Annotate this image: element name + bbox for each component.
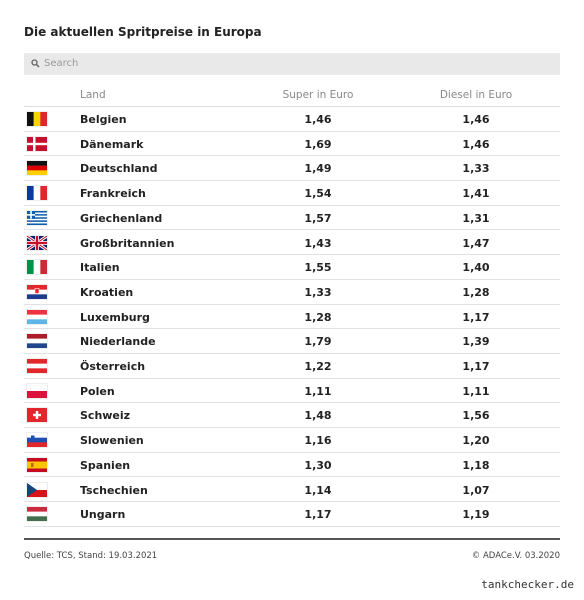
flag-icon xyxy=(26,259,48,276)
flag-icon xyxy=(26,111,48,127)
flag-icon xyxy=(26,209,48,226)
table-row: Belgien 1,46 1,46 xyxy=(24,107,560,132)
source: Quelle: TCS, Stand: 19.03.2021 xyxy=(24,551,158,561)
country-name: Großbritannien xyxy=(80,236,175,250)
flag-icon xyxy=(26,382,48,399)
diesel-price: 1,41 xyxy=(462,187,490,201)
super-price: 1,16 xyxy=(304,434,332,448)
flag-icon xyxy=(26,185,48,202)
super-price: 1,14 xyxy=(304,483,332,497)
flag-icon xyxy=(26,506,48,523)
super-price: 1,55 xyxy=(304,261,332,275)
diesel-price: 1,56 xyxy=(462,409,490,423)
super-price: 1,79 xyxy=(304,335,332,349)
copyright: © ADACe.V. 03.2020 xyxy=(471,551,560,561)
flag-icon xyxy=(26,333,48,350)
flag-icon xyxy=(26,283,48,300)
table-row: Ungarn 1,17 1,19 xyxy=(24,502,560,527)
super-price: 1,69 xyxy=(304,137,332,151)
diesel-price: 1,46 xyxy=(462,137,490,151)
table-row: Slowenien 1,16 1,20 xyxy=(24,428,560,453)
country-name: Spanien xyxy=(80,458,131,472)
country-name: Dänemark xyxy=(80,137,144,151)
country-name: Deutschland xyxy=(80,162,158,176)
search-icon xyxy=(31,59,40,68)
super-price: 1,48 xyxy=(304,409,332,423)
diesel-price: 1,07 xyxy=(462,483,490,497)
super-price: 1,30 xyxy=(304,458,332,472)
country-name: Luxemburg xyxy=(80,310,150,324)
country-name: Kroatien xyxy=(80,285,134,299)
country-name: Niederlande xyxy=(80,335,156,349)
diesel-price: 1,31 xyxy=(462,211,490,225)
search-box[interactable]: Search xyxy=(24,53,560,75)
flag-icon xyxy=(26,407,48,424)
title: Die aktuellen Spritpreise in Europa xyxy=(24,25,262,39)
diesel-price: 1,18 xyxy=(462,458,490,472)
table-row: Großbritannien 1,43 1,47 xyxy=(24,231,560,256)
flag-icon xyxy=(26,456,48,473)
super-price: 1,57 xyxy=(304,211,332,225)
country-name: Frankreich xyxy=(80,187,146,201)
super-price: 1,22 xyxy=(304,360,332,373)
flag-icon xyxy=(26,308,48,325)
diesel-price: 1,40 xyxy=(462,261,490,275)
super-price: 1,54 xyxy=(304,187,332,201)
diesel-price: 1,19 xyxy=(462,508,490,522)
country-name: Österreich xyxy=(80,360,146,373)
diesel-price: 1,17 xyxy=(462,360,490,373)
flag-icon xyxy=(26,432,48,449)
country-name: Ungarn xyxy=(80,508,126,522)
column-header[interactable]: Super in Euro xyxy=(282,89,354,101)
table-row: Dänemark 1,69 1,46 xyxy=(24,132,560,157)
country-name: Belgien xyxy=(80,113,127,126)
table-row: Deutschland 1,49 1,33 xyxy=(24,156,560,182)
flag-icon xyxy=(26,358,48,374)
flag-icon xyxy=(26,481,48,498)
diesel-price: 1,20 xyxy=(462,434,490,448)
diesel-price: 1,28 xyxy=(462,285,490,299)
table-row: Frankreich 1,54 1,41 xyxy=(24,181,560,206)
super-price: 1,11 xyxy=(304,384,332,398)
diesel-price: 1,46 xyxy=(462,113,490,126)
table-row: Tschechien 1,14 1,07 xyxy=(24,478,560,503)
flag-icon xyxy=(26,234,48,251)
table-row: Italien 1,55 1,40 xyxy=(24,255,560,280)
diesel-price: 1,17 xyxy=(462,310,490,324)
table-row: Spanien 1,30 1,18 xyxy=(24,453,560,478)
table-row: Schweiz 1,48 1,56 xyxy=(24,403,560,429)
super-price: 1,43 xyxy=(304,236,332,250)
diesel-price: 1,39 xyxy=(462,335,490,349)
diesel-price: 1,33 xyxy=(462,162,490,176)
search-placeholder: Search xyxy=(44,58,79,69)
flag-icon xyxy=(26,135,48,152)
table-row: Österreich 1,22 1,17 xyxy=(24,354,560,379)
country-name: Griechenland xyxy=(80,211,163,225)
table-row: Polen 1,11 1,11 xyxy=(24,379,560,404)
super-price: 1,49 xyxy=(304,162,332,176)
table-row: Kroatien 1,33 1,28 xyxy=(24,280,560,305)
watermark: tankchecker.de xyxy=(481,578,574,591)
column-header[interactable]: Land xyxy=(80,89,106,101)
country-name: Tschechien xyxy=(80,483,148,497)
column-header[interactable]: Diesel in Euro xyxy=(439,89,513,101)
diesel-price: 1,47 xyxy=(462,236,490,250)
country-name: Italien xyxy=(80,261,120,275)
super-price: 1,28 xyxy=(304,310,332,324)
super-price: 1,33 xyxy=(304,285,332,299)
flag-icon xyxy=(26,160,48,177)
country-name: Polen xyxy=(80,384,115,398)
country-name: Slowenien xyxy=(80,434,144,448)
super-price: 1,46 xyxy=(304,113,332,126)
country-name: Schweiz xyxy=(80,409,131,423)
table-row: Niederlande 1,79 1,39 xyxy=(24,329,560,354)
diesel-price: 1,11 xyxy=(462,384,490,398)
table-row: Luxemburg 1,28 1,17 xyxy=(24,305,560,330)
header-divider xyxy=(24,106,560,107)
footer-divider xyxy=(24,538,560,540)
table-row: Griechenland 1,57 1,31 xyxy=(24,206,560,231)
super-price: 1,17 xyxy=(304,508,332,522)
